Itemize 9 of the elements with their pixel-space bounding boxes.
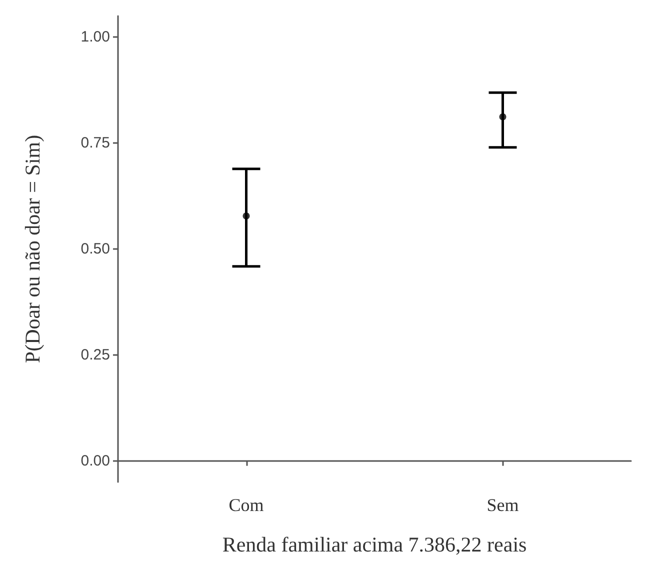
y-tick-label: 0.00: [80, 452, 110, 470]
y-axis-title: P(Doar ou não doar = Sim): [20, 134, 44, 364]
x-tick-label: Sem: [486, 495, 519, 515]
x-axis-title: Renda familiar acima 7.386,22 reais: [222, 532, 527, 556]
x-tick-label: Com: [228, 495, 264, 515]
y-tick-label: 0.50: [80, 240, 110, 258]
y-tick-label: 1.00: [80, 28, 110, 46]
y-tick-label: 0.25: [80, 346, 110, 364]
y-tick-label: 0.75: [80, 134, 110, 152]
